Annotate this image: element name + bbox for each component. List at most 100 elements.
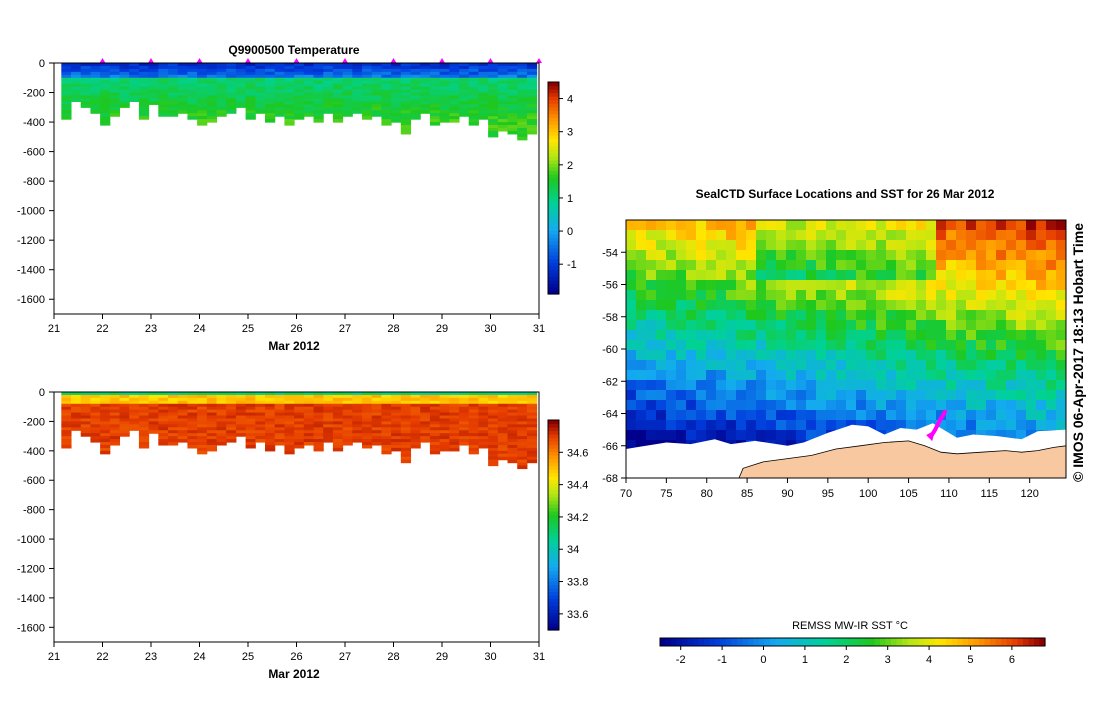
data-cell (526, 122, 538, 126)
data-cell (284, 418, 295, 423)
data-cell (158, 89, 169, 94)
data-cell (420, 68, 431, 73)
data-cell (138, 107, 150, 111)
data-cell (497, 127, 509, 132)
sst-cell (786, 310, 797, 321)
data-cell (129, 392, 140, 396)
data-cell (226, 430, 237, 434)
data-cell (488, 450, 499, 455)
sst-cell (1036, 250, 1047, 261)
salinity-data-cells (61, 392, 538, 470)
data-cell (61, 430, 72, 434)
data-cell (400, 86, 412, 91)
data-cell (80, 86, 91, 91)
data-cell (381, 68, 392, 73)
data-cell (342, 95, 353, 100)
data-cell (274, 442, 285, 446)
data-cell (459, 397, 470, 402)
data-cell (148, 86, 159, 91)
sst-cell (816, 240, 827, 251)
data-cell (313, 101, 324, 105)
colorbar-segment (764, 638, 771, 646)
sst-cell (636, 390, 647, 401)
data-cell (478, 101, 489, 105)
colorbar-segment (548, 120, 559, 125)
sst-cell (796, 360, 807, 371)
data-cell (274, 77, 285, 82)
data-cell (187, 439, 198, 443)
sst-cell (996, 400, 1007, 411)
sst-cell (976, 240, 987, 251)
surface-marker (487, 58, 494, 63)
data-cell (488, 125, 499, 129)
data-cell (439, 392, 450, 396)
data-cell (187, 421, 198, 425)
data-cell (478, 436, 489, 440)
colorbar-segment (548, 595, 559, 600)
sst-cell (676, 260, 687, 271)
data-cell (362, 77, 373, 82)
sst-cell (876, 280, 887, 291)
sst-cell (646, 290, 657, 301)
data-cell (478, 415, 489, 420)
sst-cell (796, 340, 807, 351)
colorbar-segment (548, 152, 559, 157)
data-cell (488, 406, 499, 411)
data-cell (61, 77, 72, 82)
data-cell (177, 418, 188, 423)
sst-cell (676, 370, 687, 381)
sst-cell (1006, 410, 1017, 421)
data-cell (342, 430, 353, 434)
data-cell (439, 92, 450, 97)
data-cell (90, 400, 101, 405)
data-cell (517, 83, 528, 88)
x-tick-label: 80 (701, 488, 713, 500)
sst-cell (1016, 220, 1027, 231)
data-cell (420, 397, 431, 402)
data-cell (313, 110, 324, 114)
data-cell (410, 403, 421, 408)
data-cell (352, 110, 363, 114)
data-cell (235, 427, 247, 431)
data-cell (129, 415, 140, 420)
sst-cell (806, 330, 817, 341)
colorbar-segment (548, 180, 559, 186)
data-cell (226, 74, 237, 79)
data-cell (226, 80, 237, 85)
data-cell (497, 89, 509, 94)
sst-cell (666, 310, 677, 321)
data-cell (294, 98, 305, 102)
colorbar-segment (548, 156, 559, 161)
data-cell (400, 421, 412, 425)
sst-cell (816, 270, 827, 281)
sst-cell (816, 410, 827, 421)
sst-cell (1046, 380, 1057, 391)
data-cell (206, 86, 218, 91)
data-cell (332, 65, 344, 70)
sst-cell (776, 310, 787, 321)
data-cell (100, 418, 111, 423)
data-cell (400, 444, 412, 449)
data-cell (235, 430, 247, 434)
sst-cell (776, 380, 787, 391)
data-cell (449, 98, 460, 102)
data-cell (294, 427, 305, 431)
colorbar-segment (726, 638, 733, 646)
sst-cell (746, 410, 757, 421)
data-cell (284, 65, 295, 70)
sst-cell (786, 420, 797, 431)
data-cell (129, 412, 140, 417)
data-cell (284, 444, 295, 449)
data-cell (391, 65, 402, 70)
data-cell (148, 409, 159, 414)
colorbar-segment (548, 92, 559, 97)
data-cell (391, 403, 402, 408)
sst-cell (826, 230, 837, 241)
colorbar-segment (704, 638, 711, 646)
sst-cell (1006, 240, 1017, 251)
sst-cell (906, 380, 917, 391)
sst-cell (846, 380, 857, 391)
sst-cell (956, 310, 967, 321)
data-cell (80, 406, 91, 411)
data-cell (177, 77, 188, 82)
